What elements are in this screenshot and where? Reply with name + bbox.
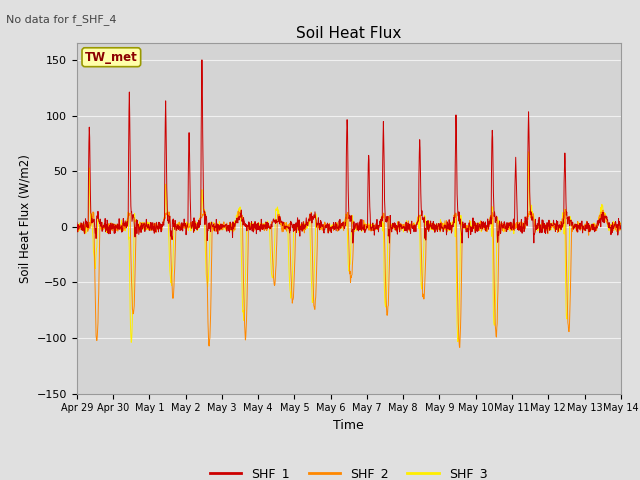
Y-axis label: Soil Heat Flux (W/m2): Soil Heat Flux (W/m2) (18, 154, 31, 283)
Title: Soil Heat Flux: Soil Heat Flux (296, 25, 401, 41)
Text: TW_met: TW_met (85, 51, 138, 64)
Legend: SHF_1, SHF_2, SHF_3: SHF_1, SHF_2, SHF_3 (205, 462, 492, 480)
Text: No data for f_SHF_4: No data for f_SHF_4 (6, 14, 117, 25)
X-axis label: Time: Time (333, 419, 364, 432)
